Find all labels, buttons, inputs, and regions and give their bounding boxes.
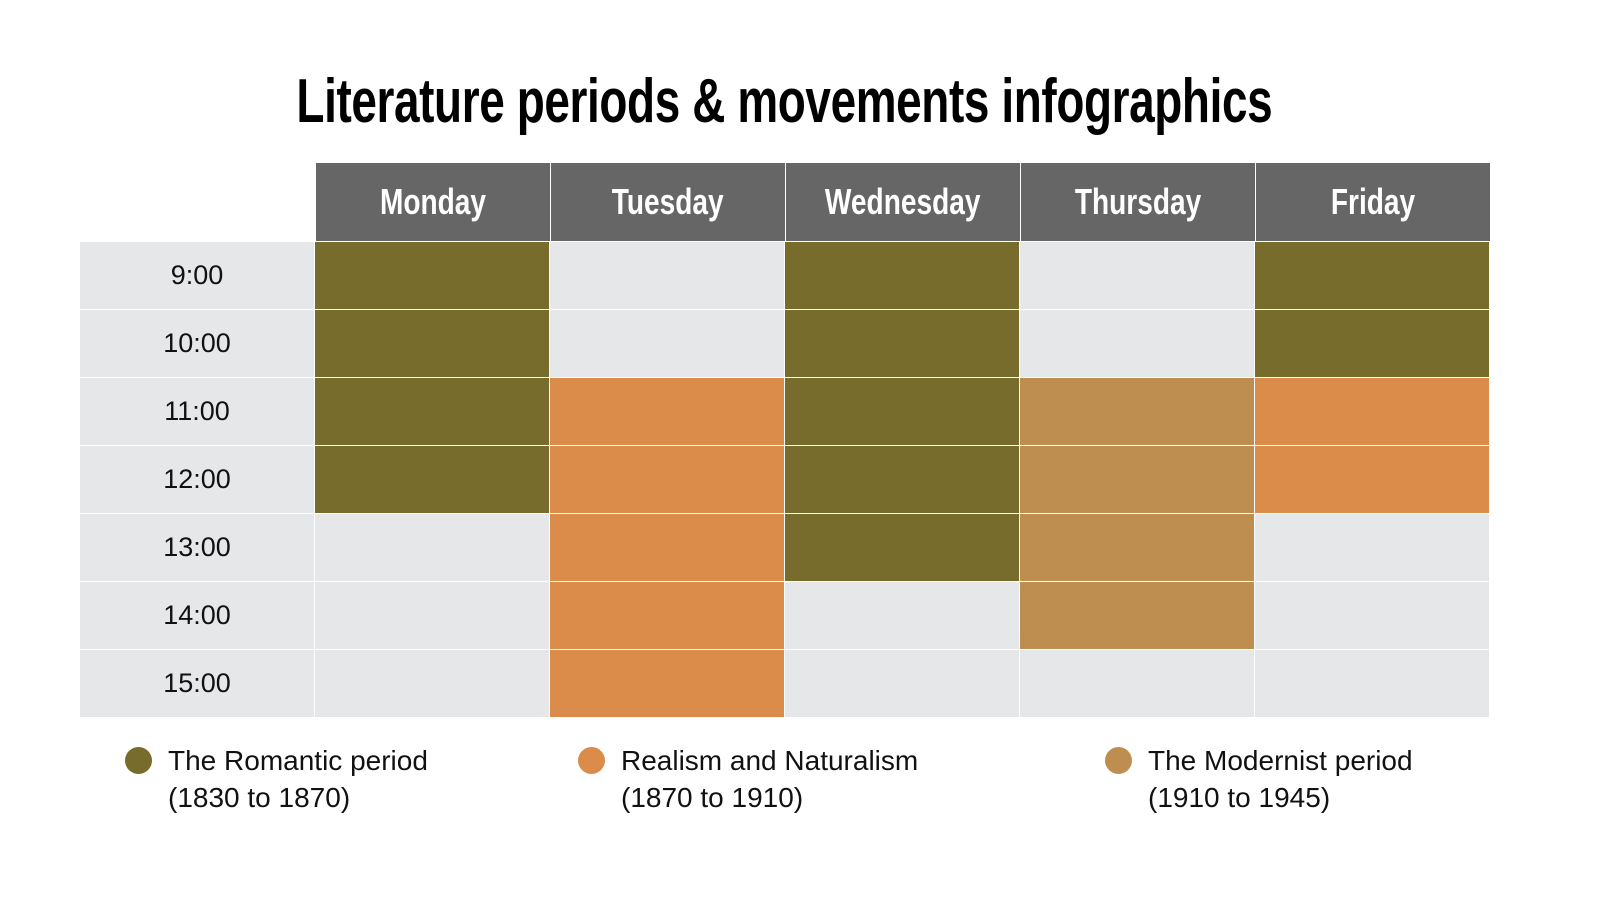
time-label: 9:00 xyxy=(80,242,314,309)
schedule-table: Monday Tuesday Wednesday Thursday Friday… xyxy=(80,163,1490,717)
schedule-cell-empty xyxy=(1020,650,1254,717)
legend-item-modernist: The Modernist period (1910 to 1945) xyxy=(1105,742,1413,816)
schedule-cell-empty xyxy=(785,650,1019,717)
table-row: 10:00 xyxy=(80,310,1490,377)
day-label: Wednesday xyxy=(825,181,981,222)
time-label: 14:00 xyxy=(80,582,314,649)
time-label: 11:00 xyxy=(80,378,314,445)
schedule-cell-empty xyxy=(550,310,784,377)
table-row: 13:00 xyxy=(80,514,1490,581)
day-header-monday: Monday xyxy=(316,163,550,241)
time-label: 15:00 xyxy=(80,650,314,717)
schedule-cell-modernist xyxy=(1020,378,1254,445)
schedule-cell-romantic xyxy=(785,514,1019,581)
schedule-cell-realism xyxy=(550,446,784,513)
legend-dot xyxy=(1105,747,1132,774)
schedule-cell-empty xyxy=(315,514,549,581)
day-header-tuesday: Tuesday xyxy=(551,163,785,241)
day-header-thursday: Thursday xyxy=(1021,163,1255,241)
legend-label: The Modernist period xyxy=(1148,745,1413,776)
legend-range: (1910 to 1945) xyxy=(1148,782,1331,813)
legend-label: The Romantic period xyxy=(168,745,428,776)
legend-range: (1870 to 1910) xyxy=(621,782,804,813)
legend-label: Realism and Naturalism xyxy=(621,745,919,776)
schedule-cell-romantic xyxy=(785,378,1019,445)
day-header-wednesday: Wednesday xyxy=(786,163,1020,241)
time-label: 10:00 xyxy=(80,310,314,377)
schedule-cell-empty xyxy=(315,582,549,649)
day-label: Friday xyxy=(1330,181,1416,222)
legend-dot xyxy=(578,747,605,774)
schedule-cell-empty xyxy=(1255,514,1489,581)
schedule-cell-realism xyxy=(550,514,784,581)
schedule-cell-realism xyxy=(1255,446,1489,513)
schedule-cell-empty xyxy=(785,582,1019,649)
legend-text: Realism and Naturalism (1870 to 1910) xyxy=(621,742,918,816)
schedule-cell-realism xyxy=(550,650,784,717)
schedule-cell-empty xyxy=(550,242,784,309)
schedule-cell-modernist xyxy=(1020,446,1254,513)
schedule-cell-empty xyxy=(315,650,549,717)
schedule-cell-realism xyxy=(550,582,784,649)
schedule-cell-romantic xyxy=(785,446,1019,513)
legend-dot xyxy=(125,747,152,774)
schedule-cell-modernist xyxy=(1020,514,1254,581)
day-label: Tuesday xyxy=(612,181,724,222)
table-row: 15:00 xyxy=(80,650,1490,717)
table-row: 9:00 xyxy=(80,242,1490,309)
legend-item-romantic: The Romantic period (1830 to 1870) xyxy=(125,742,428,816)
legend-text: The Romantic period (1830 to 1870) xyxy=(168,742,428,816)
legend-item-realism: Realism and Naturalism (1870 to 1910) xyxy=(578,742,918,816)
page-title: Literature periods & movements infograph… xyxy=(296,67,1272,136)
schedule-cell-empty xyxy=(1020,242,1254,309)
day-header-friday: Friday xyxy=(1256,163,1490,241)
time-label: 12:00 xyxy=(80,446,314,513)
schedule-rows: 9:00 10:00 11:00 12:00 13:00 14:00 15:00 xyxy=(80,242,1490,717)
day-label: Thursday xyxy=(1074,181,1202,222)
schedule-cell-romantic xyxy=(315,310,549,377)
schedule-cell-empty xyxy=(1020,310,1254,377)
schedule-cell-romantic xyxy=(315,446,549,513)
header-spacer xyxy=(80,163,315,241)
schedule-cell-empty xyxy=(1255,582,1489,649)
schedule-cell-modernist xyxy=(1020,582,1254,649)
title-container: Literature periods & movements infograph… xyxy=(0,66,1568,137)
schedule-cell-romantic xyxy=(1255,242,1489,309)
schedule-cell-realism xyxy=(550,378,784,445)
table-row: 11:00 xyxy=(80,378,1490,445)
legend-text: The Modernist period (1910 to 1945) xyxy=(1148,742,1413,816)
schedule-cell-romantic xyxy=(785,310,1019,377)
schedule-cell-empty xyxy=(1255,650,1489,717)
table-row: 14:00 xyxy=(80,582,1490,649)
schedule-cell-romantic xyxy=(315,242,549,309)
header-row: Monday Tuesday Wednesday Thursday Friday xyxy=(80,163,1490,241)
legend-range: (1830 to 1870) xyxy=(168,782,351,813)
schedule-cell-romantic xyxy=(785,242,1019,309)
schedule-cell-romantic xyxy=(1255,310,1489,377)
time-label: 13:00 xyxy=(80,514,314,581)
schedule-cell-realism xyxy=(1255,378,1489,445)
table-row: 12:00 xyxy=(80,446,1490,513)
day-label: Monday xyxy=(379,181,487,222)
schedule-cell-romantic xyxy=(315,378,549,445)
